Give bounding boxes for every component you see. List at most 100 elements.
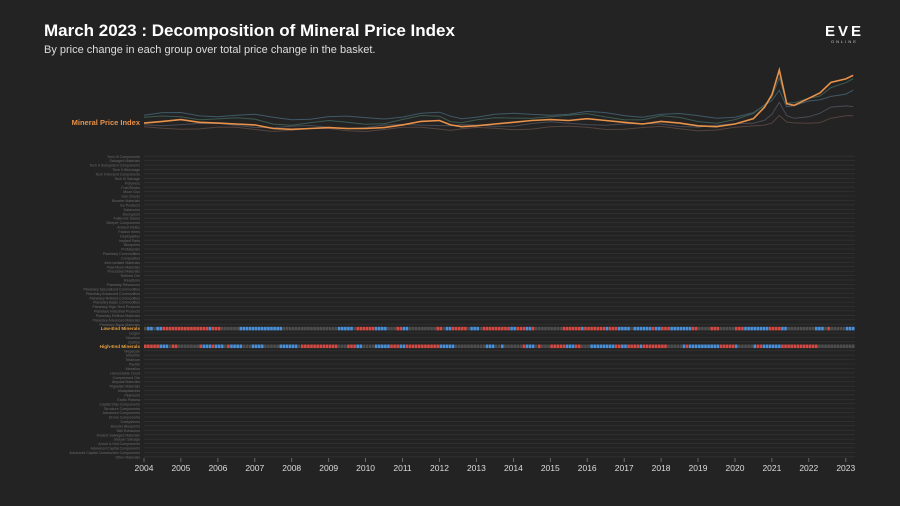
heatmap-cell bbox=[534, 326, 538, 331]
heatmap-row-label: Planetary Resources bbox=[107, 283, 141, 287]
heatmap-cell bbox=[421, 344, 424, 349]
eve-online-logo[interactable]: EVE ONLINE bbox=[825, 24, 864, 44]
heatmap-cell bbox=[473, 344, 476, 349]
heatmap-cell bbox=[445, 344, 449, 349]
heatmap-cell bbox=[177, 326, 181, 331]
heatmap-cell bbox=[482, 344, 486, 349]
heatmap-cell bbox=[365, 344, 369, 349]
heatmap-cell bbox=[618, 344, 621, 349]
heatmap-cell bbox=[227, 326, 230, 331]
heatmap-cell bbox=[645, 326, 649, 331]
heatmap-cell bbox=[196, 344, 199, 349]
heatmap-cell bbox=[559, 326, 563, 331]
context-series-line bbox=[143, 76, 854, 126]
heatmap-cell bbox=[451, 326, 455, 331]
x-axis-tick-label: 2010 bbox=[356, 463, 375, 473]
heatmap-cell bbox=[642, 344, 646, 349]
heatmap-cell bbox=[565, 326, 569, 331]
heatmap-cell bbox=[190, 344, 193, 349]
heatmap-cell bbox=[818, 326, 821, 331]
heatmap-cell bbox=[196, 326, 199, 331]
heatmap-cell bbox=[162, 344, 166, 349]
heatmap-cell bbox=[682, 344, 686, 349]
heatmap-row-label: Structure Components bbox=[104, 407, 140, 411]
heatmap-cell bbox=[525, 326, 529, 331]
heatmap-cell bbox=[710, 326, 713, 331]
heatmap-cell bbox=[574, 326, 578, 331]
heatmap-cell bbox=[713, 326, 717, 331]
heatmap-row-label: Pi Materials bbox=[121, 248, 140, 252]
heatmap-cell bbox=[307, 344, 310, 349]
heatmap-cell bbox=[661, 344, 664, 349]
heatmap-cell bbox=[381, 344, 384, 349]
heatmap-cell bbox=[513, 326, 516, 331]
heatmap-cell bbox=[184, 326, 187, 331]
heatmap-cell bbox=[599, 344, 603, 349]
heatmap-cell bbox=[310, 326, 313, 331]
heatmap-cell bbox=[811, 326, 815, 331]
heatmap-cell bbox=[399, 344, 403, 349]
heatmap-cell bbox=[464, 326, 467, 331]
heatmap-row-label: Triglavian Materials bbox=[109, 385, 140, 389]
heatmap-cell bbox=[162, 326, 166, 331]
heatmap-cell bbox=[741, 344, 744, 349]
heatmap-cell bbox=[387, 344, 390, 349]
heatmap-cell bbox=[519, 344, 523, 349]
heatmap-cell bbox=[821, 344, 824, 349]
heatmap-cell bbox=[814, 326, 818, 331]
heatmap-cell bbox=[294, 326, 298, 331]
heatmap-cell bbox=[424, 326, 427, 331]
heatmap-row-label: Advanced Capital Construction Components bbox=[69, 451, 140, 455]
heatmap-cell bbox=[707, 344, 710, 349]
heatmap-row-label: Fullerene Gases bbox=[114, 217, 141, 221]
heatmap-row-label: Low-End Minerals bbox=[101, 326, 141, 331]
heatmap-cell bbox=[799, 326, 803, 331]
heatmap-cell bbox=[359, 344, 363, 349]
heatmap-cell bbox=[839, 344, 843, 349]
heatmap-cell bbox=[830, 326, 833, 331]
heatmap-cell bbox=[627, 326, 630, 331]
heatmap-cell bbox=[479, 344, 483, 349]
heatmap-row-label: Sleeper Components bbox=[106, 221, 140, 225]
heatmap-cell bbox=[707, 326, 710, 331]
heatmap-cell bbox=[590, 344, 593, 349]
heatmap-cell bbox=[611, 344, 615, 349]
heatmap-cell bbox=[217, 326, 221, 331]
heatmap-cell bbox=[516, 326, 520, 331]
x-axis-tick-label: 2020 bbox=[726, 463, 745, 473]
heatmap-cell bbox=[645, 344, 649, 349]
heatmap-row-label: Nocxium bbox=[126, 336, 140, 340]
heatmap-row-label: Abyssal Materials bbox=[112, 380, 140, 384]
heatmap-row-label: Reactions bbox=[124, 279, 140, 283]
heatmap-cell bbox=[599, 326, 603, 331]
heatmap-row-label: Morphite bbox=[126, 354, 140, 358]
heatmap-cell bbox=[771, 344, 775, 349]
heatmap-cell bbox=[451, 344, 455, 349]
heatmap-cell bbox=[171, 344, 175, 349]
heatmap-cell bbox=[734, 326, 738, 331]
heatmap-row-label: Fuel Blocks bbox=[121, 186, 140, 190]
heatmap-cell bbox=[618, 326, 621, 331]
heatmap-cell bbox=[168, 344, 172, 349]
heatmap-cell bbox=[260, 326, 264, 331]
heatmap-cell bbox=[454, 326, 458, 331]
heatmap-cell bbox=[328, 326, 332, 331]
heatmap-cell bbox=[605, 326, 609, 331]
heatmap-cell bbox=[658, 326, 661, 331]
heatmap-cell bbox=[359, 326, 363, 331]
heatmap-cell bbox=[399, 326, 403, 331]
heatmap-cell bbox=[550, 344, 553, 349]
x-axis-tick-label: 2019 bbox=[689, 463, 708, 473]
heatmap-cell bbox=[180, 326, 184, 331]
heatmap-cell bbox=[430, 326, 433, 331]
heatmap-cell bbox=[174, 344, 178, 349]
heatmap-cell bbox=[144, 326, 147, 331]
heatmap-cell bbox=[414, 344, 418, 349]
heatmap-cell bbox=[313, 326, 316, 331]
x-axis-tick-label: 2008 bbox=[282, 463, 301, 473]
heatmap-cell bbox=[436, 326, 440, 331]
heatmap-cell bbox=[491, 326, 495, 331]
heatmap-cell bbox=[491, 344, 495, 349]
heatmap-cell bbox=[365, 326, 369, 331]
heatmap-cell bbox=[245, 326, 249, 331]
